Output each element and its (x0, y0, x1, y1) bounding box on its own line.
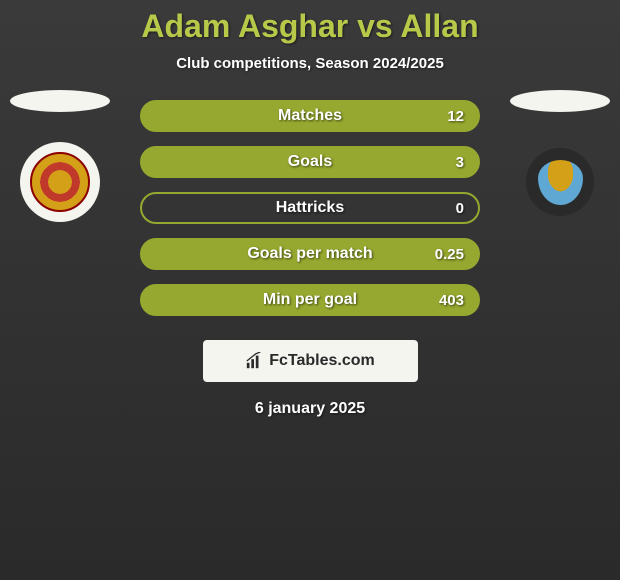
inverness-crest-icon (526, 148, 594, 216)
stat-value-right: 12 (447, 108, 464, 125)
player-left-crest (20, 142, 100, 222)
player-right-name-pill (510, 90, 610, 112)
stat-value-right: 3 (456, 154, 464, 171)
comparison-title: Adam Asghar vs Allan (0, 8, 620, 45)
stat-value-right: 403 (439, 292, 464, 309)
bar-chart-icon (245, 352, 263, 370)
stat-value-right: 0.25 (435, 246, 464, 263)
stat-label: Goals per match (247, 245, 372, 263)
stat-row: Goals 3 (140, 146, 480, 178)
stat-label: Matches (278, 107, 342, 125)
player-left-block (10, 90, 110, 222)
stat-row: Hattricks 0 (140, 192, 480, 224)
generation-date: 6 january 2025 (0, 400, 620, 418)
stats-list: Matches 12 Goals 3 Hattricks 0 Goals per match… (140, 100, 480, 316)
player-right-crest (520, 142, 600, 222)
annan-athletic-crest-icon (30, 152, 90, 212)
stat-value-right: 0 (456, 200, 464, 217)
stat-row: Goals per match 0.25 (140, 238, 480, 270)
stat-label: Goals (288, 153, 332, 171)
stat-label: Min per goal (263, 291, 357, 309)
stat-label: Hattricks (276, 199, 344, 217)
shield-icon (538, 160, 583, 205)
main-comparison-area: Matches 12 Goals 3 Hattricks 0 Goals per match… (0, 100, 620, 316)
comparison-subtitle: Club competitions, Season 2024/2025 (0, 55, 620, 72)
logo-text: FcTables.com (269, 352, 375, 370)
player-left-name-pill (10, 90, 110, 112)
player-right-block (510, 90, 610, 222)
fctables-logo[interactable]: FcTables.com (203, 340, 418, 382)
stat-row: Matches 12 (140, 100, 480, 132)
stat-row: Min per goal 403 (140, 284, 480, 316)
